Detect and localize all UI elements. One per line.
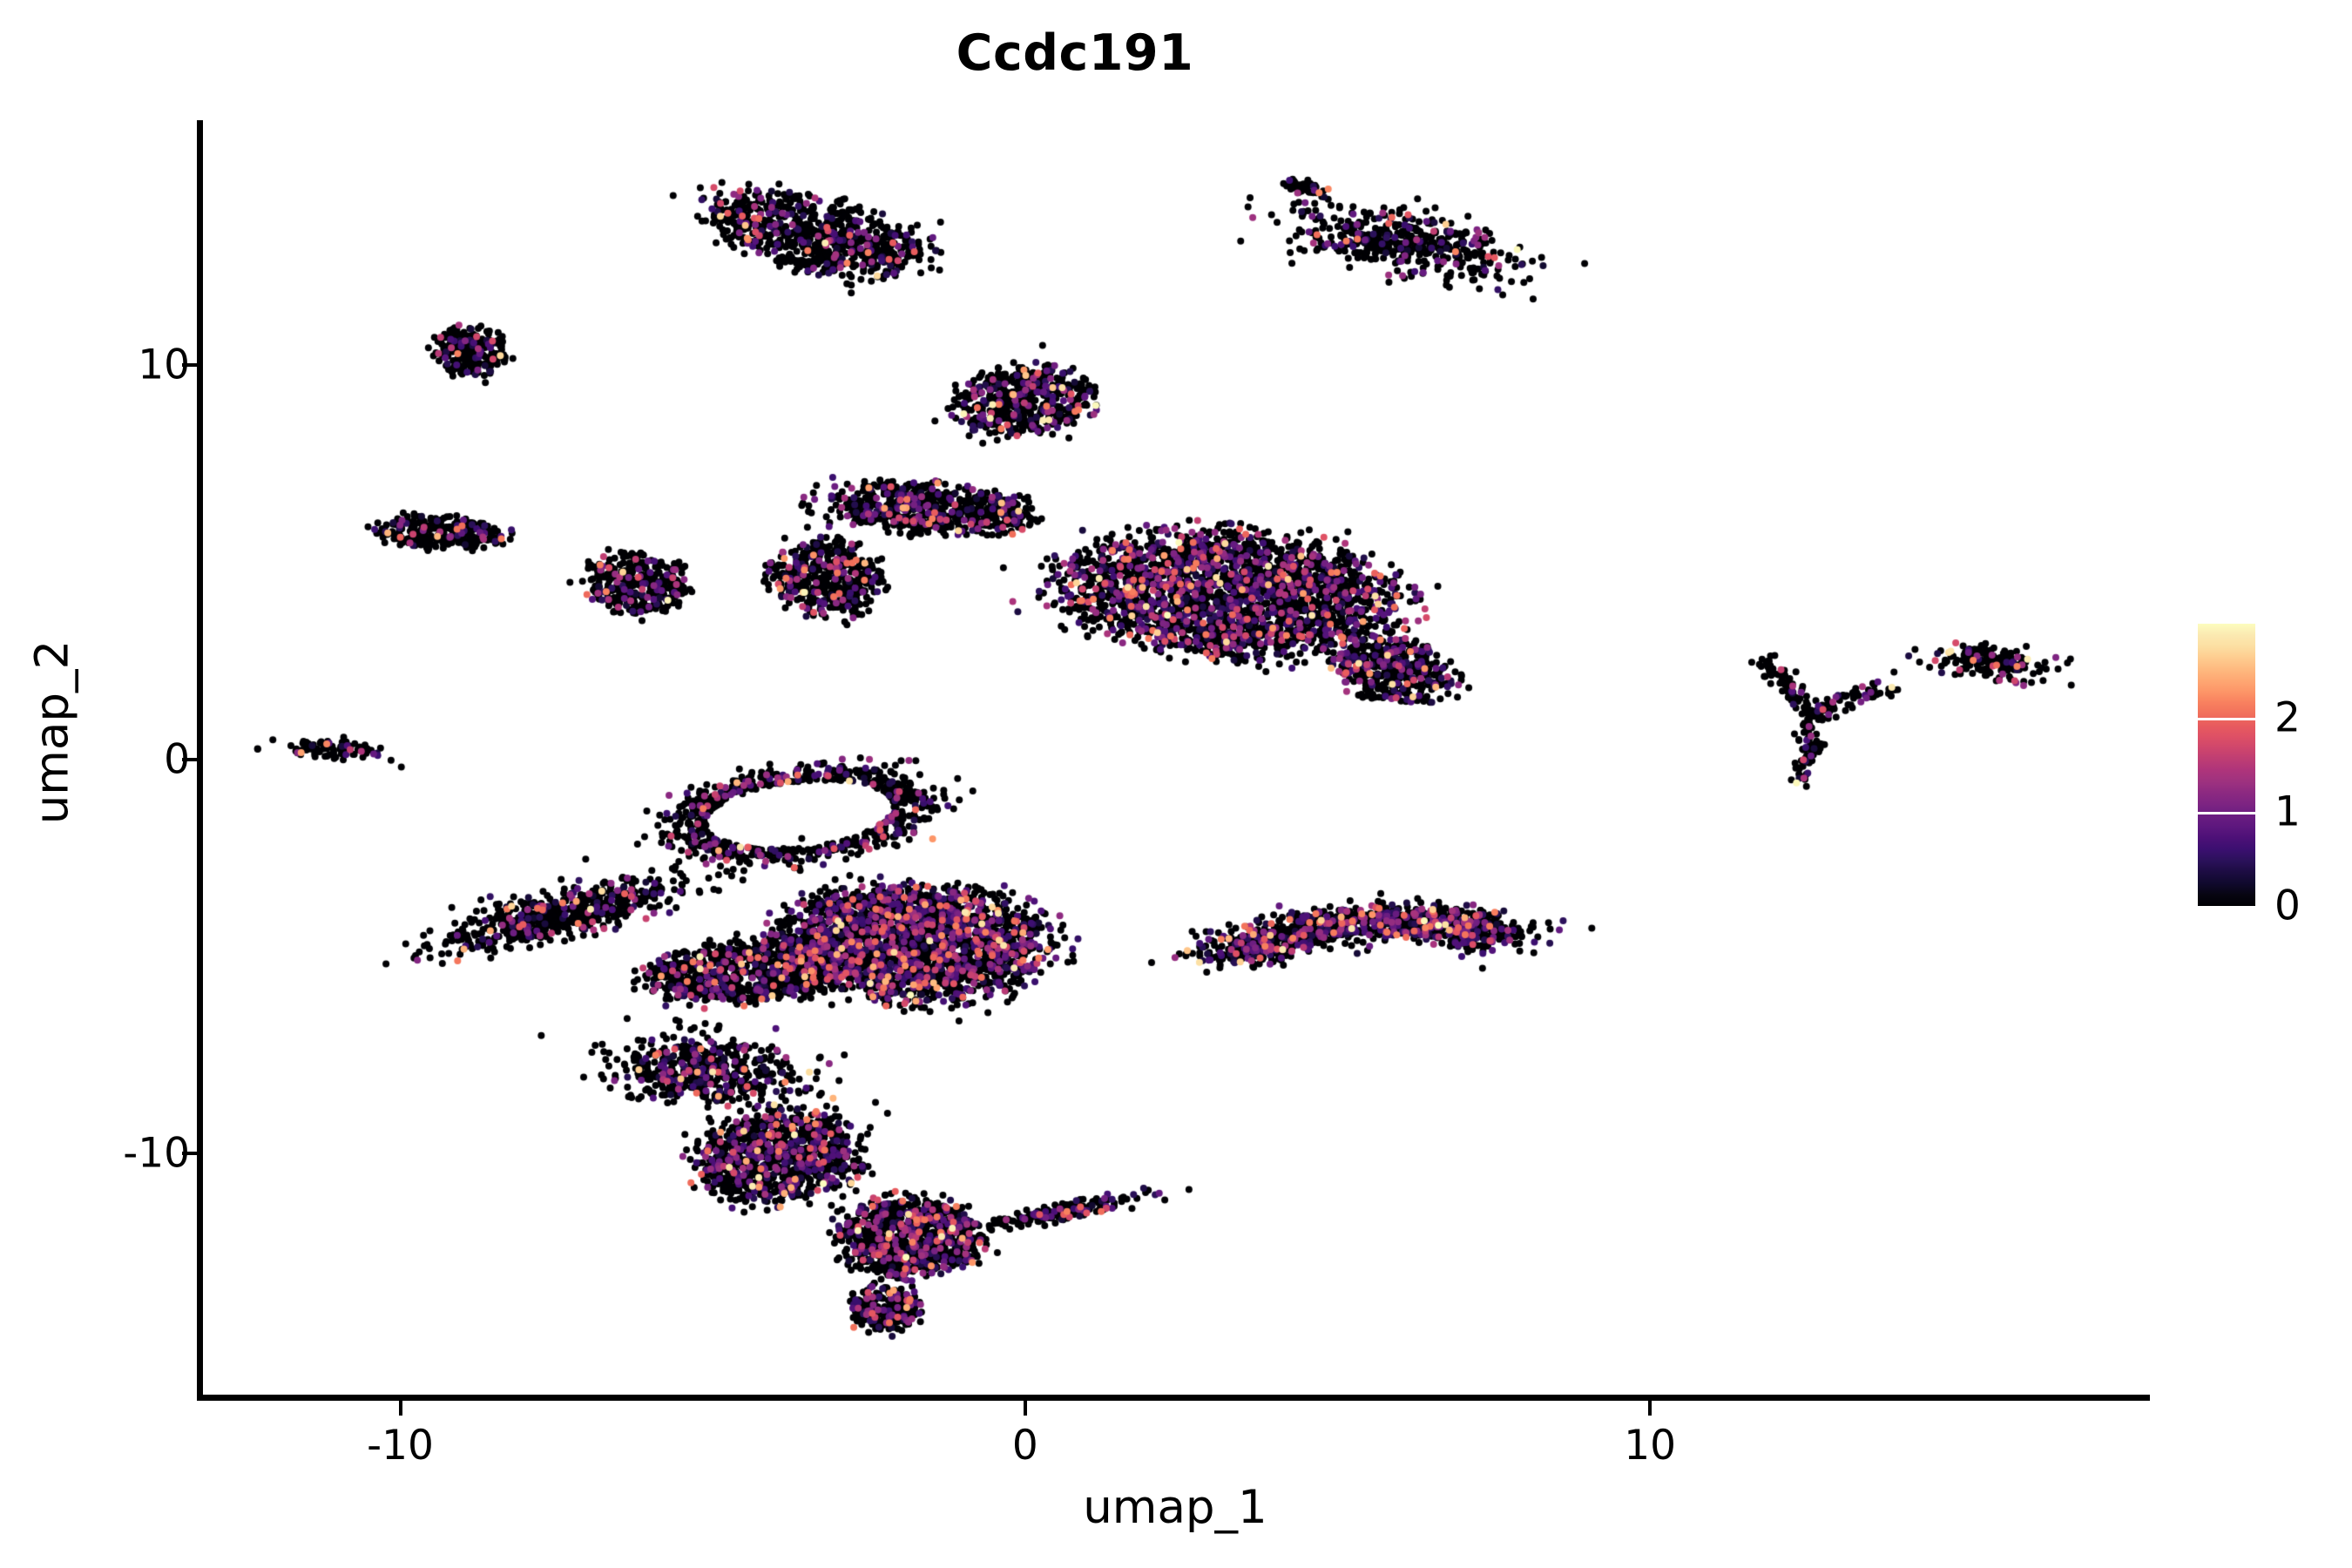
- x-ticklabel: -10: [367, 1422, 434, 1470]
- colorbar: 0 1 2: [2198, 624, 2346, 930]
- x-tick: [1648, 1401, 1652, 1416]
- y-tick: [182, 757, 197, 761]
- y-axis-label: umap_2: [25, 639, 79, 825]
- y-axis-spine: [197, 120, 203, 1401]
- y-ticklabel: 0: [164, 735, 190, 783]
- colorbar-ticklabel: 1: [2274, 787, 2301, 836]
- colorbar-gradient: [2198, 624, 2255, 906]
- y-tick: [182, 1152, 197, 1156]
- plot-area: [200, 120, 2150, 1398]
- x-ticklabel: 0: [1011, 1422, 1038, 1470]
- y-ticklabel: -10: [123, 1129, 190, 1178]
- x-ticklabel: 10: [1624, 1422, 1677, 1470]
- scatter-plot-canvas: [200, 120, 2150, 1398]
- colorbar-ticklabel: 0: [2274, 882, 2301, 930]
- y-ticklabel: 10: [138, 341, 190, 389]
- x-axis-label: umap_1: [1083, 1481, 1267, 1534]
- page-title: Ccdc191: [956, 24, 1194, 82]
- x-axis-spine: [197, 1395, 2150, 1401]
- x-tick: [1023, 1401, 1027, 1416]
- colorbar-ticklabel: 2: [2274, 693, 2301, 742]
- x-tick: [398, 1401, 402, 1416]
- y-tick: [182, 362, 197, 367]
